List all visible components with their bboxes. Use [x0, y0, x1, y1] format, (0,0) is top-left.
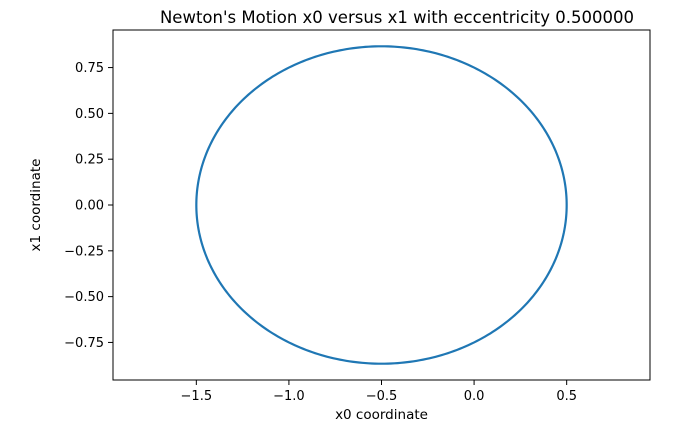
chart-title: Newton's Motion x0 versus x1 with eccent…: [160, 8, 634, 27]
y-tick-label: 0.50: [75, 107, 104, 122]
x-axis: −1.5 −1.0 −0.5 0.0 0.5: [181, 380, 577, 404]
x-tick-label: 0.0: [464, 389, 485, 404]
x-tick-label: −0.5: [366, 389, 398, 404]
y-tick-label: 0.75: [75, 61, 104, 76]
plot-area: [112, 29, 651, 381]
y-tick-label: −0.25: [64, 244, 104, 259]
y-axis: 0.75 0.50 0.25 0.00 −0.25 −0.50 −0.75: [64, 61, 113, 351]
y-tick-label: −0.50: [64, 290, 104, 305]
y-tick-label: 0.00: [75, 199, 104, 214]
y-tick-label: 0.25: [75, 153, 104, 168]
orbit-series-line: [195, 45, 568, 365]
x-tick-label: −1.5: [181, 389, 213, 404]
x-tick-label: −1.0: [273, 389, 305, 404]
x-tick-label: 0.5: [556, 389, 577, 404]
x-axis-label: x0 coordinate: [335, 407, 428, 423]
y-axis-label: x1 coordinate: [28, 159, 44, 252]
y-tick-label: −0.75: [64, 336, 104, 351]
